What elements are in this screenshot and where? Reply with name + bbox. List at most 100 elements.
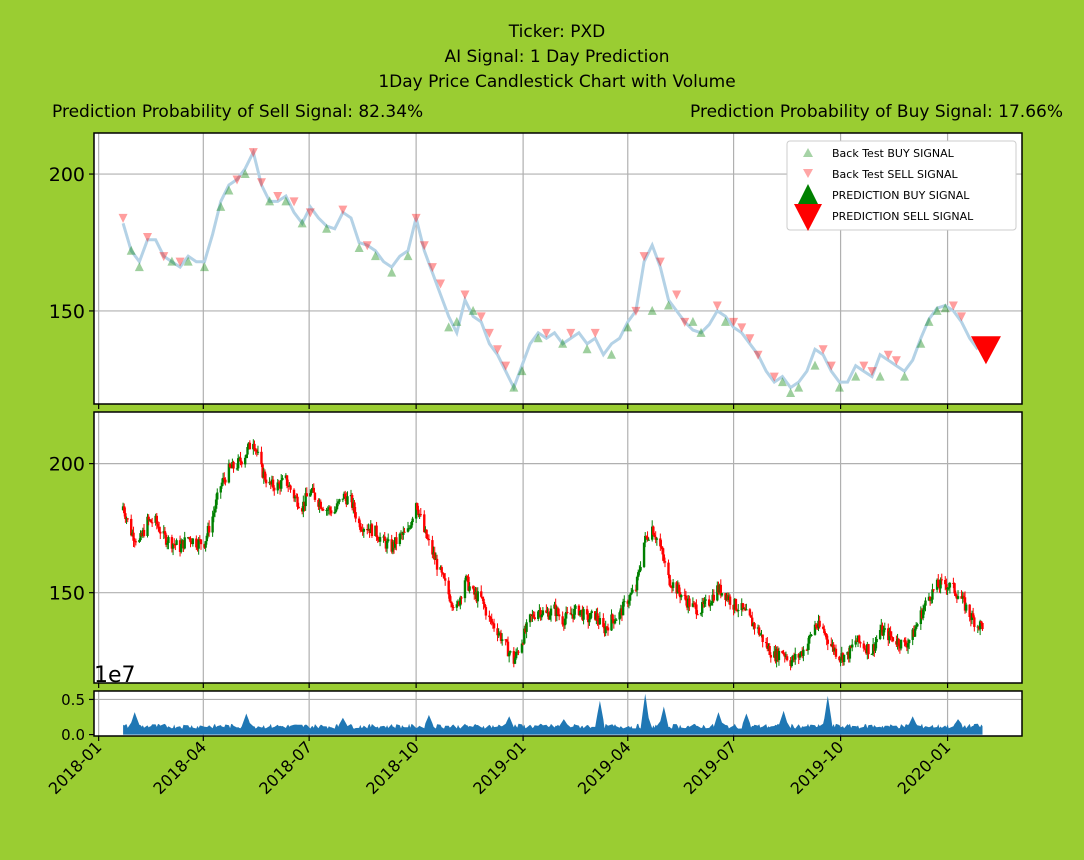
candle-body — [280, 480, 283, 489]
candle-body — [826, 639, 829, 644]
candle-body — [489, 617, 492, 619]
candle-body — [810, 634, 813, 636]
buy-signal-marker — [126, 245, 136, 255]
candle-body — [814, 624, 818, 628]
candle-body — [139, 533, 142, 541]
candle-body — [556, 608, 560, 615]
candle-body — [227, 463, 231, 483]
candle-body — [590, 611, 593, 614]
candle-body — [260, 451, 263, 465]
buy-signal-marker — [265, 196, 275, 206]
buy-signal-marker — [167, 256, 177, 266]
candle-body — [509, 651, 512, 653]
candle-body — [719, 584, 723, 596]
candle-body — [606, 627, 610, 631]
candle-body — [794, 653, 797, 660]
buy-signal-marker — [281, 196, 291, 206]
candle-body — [188, 537, 191, 539]
candle-body — [605, 626, 609, 628]
candle-body — [425, 529, 428, 539]
candle-body — [889, 631, 892, 637]
candle-body — [691, 603, 695, 607]
candle-body — [289, 485, 292, 490]
candle-body — [433, 552, 436, 560]
candle-body — [297, 506, 300, 509]
candle-body — [757, 627, 761, 635]
sell-signal-markers — [118, 148, 967, 382]
candle-body — [749, 615, 753, 618]
candle-body — [662, 554, 666, 562]
candle-body — [442, 573, 446, 579]
candle-body — [667, 562, 670, 576]
candle-body — [710, 603, 713, 605]
buy-signal-marker — [794, 382, 804, 392]
candle-body — [357, 518, 361, 524]
candle-body — [285, 475, 289, 486]
candle-body — [761, 634, 764, 643]
candle-body — [276, 482, 279, 491]
candle-body — [539, 610, 542, 618]
candle-body — [953, 583, 956, 594]
candle-body — [655, 538, 659, 540]
candle-body — [197, 539, 200, 549]
candle-body — [613, 620, 617, 624]
candle-body — [132, 532, 135, 541]
candle-body — [647, 539, 650, 541]
candle-body — [913, 628, 917, 637]
sell-signal-marker — [476, 312, 486, 322]
candle-body — [292, 489, 296, 499]
candle-body — [350, 495, 354, 508]
candle-body — [973, 617, 976, 627]
candle-body — [945, 584, 948, 590]
sell-signal-marker — [419, 241, 429, 251]
candle-body — [492, 623, 496, 629]
candle-body — [330, 510, 333, 514]
candle-body — [490, 618, 493, 623]
candle-body — [737, 610, 740, 612]
buy-signal-marker — [509, 382, 519, 392]
candle-body — [832, 644, 835, 652]
candle-body — [588, 619, 591, 623]
candle-body — [981, 623, 984, 630]
candle-body — [563, 618, 567, 626]
candle-body — [370, 524, 374, 537]
candle-body — [707, 599, 711, 606]
candle-body — [142, 529, 146, 536]
candle-body — [618, 612, 621, 620]
close-price-line — [121, 147, 980, 392]
candle-body — [561, 616, 564, 625]
candle-body — [573, 608, 576, 619]
buy-signal-marker — [444, 322, 454, 332]
candle-body — [904, 642, 907, 646]
candle-body — [566, 611, 569, 613]
candle-body — [537, 611, 540, 620]
legend-sell-backtest-marker — [803, 169, 813, 178]
candle-body — [878, 629, 882, 640]
sell-signal-marker — [248, 148, 258, 158]
candle-body — [146, 516, 149, 536]
legend-buy-prediction-marker — [797, 184, 819, 206]
candle-body — [504, 639, 507, 641]
candle-body — [644, 535, 647, 543]
candle-body — [642, 542, 646, 567]
candle-body — [875, 639, 878, 643]
candle-body — [921, 609, 925, 619]
candle-body — [923, 605, 926, 610]
candle-body — [452, 607, 455, 609]
candle-body — [839, 659, 842, 661]
candle-body — [199, 539, 203, 545]
candle-body — [133, 540, 136, 542]
candle-body — [589, 613, 592, 620]
candle-body — [695, 604, 698, 615]
sell-signal-marker — [729, 317, 739, 327]
candle-body — [532, 614, 535, 618]
candle-body — [450, 603, 454, 608]
candle-body — [574, 605, 577, 609]
candle-body — [851, 644, 854, 648]
sell-signal-marker — [948, 301, 958, 311]
candle-body — [638, 570, 641, 573]
sell-signal-marker — [712, 301, 722, 311]
candle-body — [496, 628, 499, 636]
candle-body — [406, 528, 410, 532]
candle-body — [623, 601, 626, 603]
